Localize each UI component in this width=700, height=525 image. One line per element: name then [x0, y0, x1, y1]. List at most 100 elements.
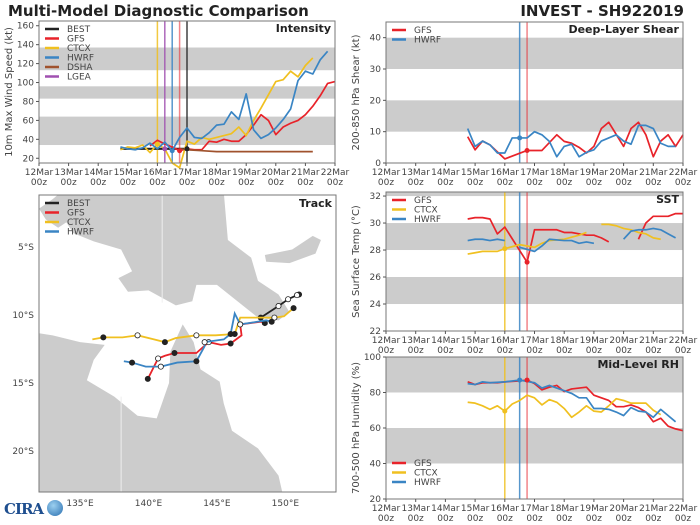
x-tick-label: 14Mar	[431, 168, 460, 178]
legend-label-gfs: GFS	[414, 196, 432, 206]
x-tick-label: 00z	[467, 514, 483, 524]
panel-title: Mid-Level RH	[597, 358, 679, 371]
cira-logo: CIRA	[4, 500, 64, 518]
x-tick-label: 00z	[586, 514, 602, 524]
x-tick-label: 00z	[675, 514, 691, 524]
x-tick-label: 00z	[149, 178, 165, 188]
x-tick-label: 00z	[645, 514, 661, 524]
x-tick-label: 00z	[526, 346, 542, 356]
y-axis-label: 200-850 hPa Shear (kt)	[351, 34, 362, 150]
x-tick-label: 12Mar	[372, 504, 401, 514]
x-tick-label: 22Mar	[321, 168, 350, 178]
track-point-hwrf	[227, 330, 234, 337]
x-tick-label: 13Mar	[401, 168, 430, 178]
y-tick-label: 100	[364, 353, 381, 363]
legend-label-hwrf: HWRF	[67, 228, 94, 238]
y-tick-label: 30	[370, 219, 382, 229]
track-line-ctcx	[92, 307, 295, 344]
series-line-hwrf	[466, 124, 676, 158]
legend-label-dsha: DSHA	[67, 63, 93, 73]
x-tick-label: 15Mar	[114, 168, 143, 178]
x-tick-label: 18Mar	[550, 168, 579, 178]
panel-title: Track	[299, 197, 333, 210]
legend-label-ctcx: CTCX	[414, 206, 438, 216]
series-line-ctcx	[467, 231, 587, 255]
y-axis-label: 10m Max Wind Speed (kt)	[4, 27, 15, 157]
y-tick-label: 22	[370, 327, 381, 337]
storm-id: INVEST - SH922019	[520, 2, 684, 20]
x-tick-label: 15Mar	[461, 504, 490, 514]
y-tick-label: 80	[23, 97, 35, 107]
x-tick-label: 16Mar	[143, 168, 172, 178]
x-tick-label: 14Mar	[431, 336, 460, 346]
x-tick-label: 00z	[616, 346, 632, 356]
lon-tick-label: 145°E	[203, 499, 231, 509]
x-tick-label: 00z	[437, 178, 453, 188]
shaded-band	[386, 37, 683, 69]
x-tick-label: 13Mar	[401, 504, 430, 514]
init-marker-hwrf	[517, 135, 523, 141]
y-tick-label: 24	[370, 300, 382, 310]
x-tick-label: 18Mar	[550, 336, 579, 346]
lat-tick-label: 20°S	[12, 447, 34, 457]
landmass-new-britain	[264, 235, 321, 264]
init-marker-best	[184, 146, 190, 152]
x-tick-label: 17Mar	[520, 504, 549, 514]
lat-tick-label: 5°S	[18, 243, 34, 253]
x-tick-label: 00z	[467, 346, 483, 356]
x-tick-label: 16Mar	[491, 336, 520, 346]
x-tick-label: 00z	[586, 178, 602, 188]
shaded-band	[386, 277, 683, 305]
init-marker-gfs	[524, 147, 530, 153]
y-tick-label: 20	[370, 96, 382, 106]
x-tick-label: 19Mar	[580, 168, 609, 178]
lon-tick-label: 140°E	[135, 499, 163, 509]
x-tick-label: 00z	[268, 178, 284, 188]
track-point-ctcx	[290, 305, 297, 312]
track-point-ctcx	[271, 314, 278, 321]
track-panel: 135°E 140°E 145°E 150°E 5°S 10°S 15°S 20°S Track…	[12, 194, 337, 509]
panel-title: Deep-Layer Shear	[568, 23, 679, 36]
x-tick-label: 00z	[616, 178, 632, 188]
y-tick-label: 40	[23, 135, 35, 145]
shaded-band	[386, 223, 683, 251]
legend-label-ctcx: CTCX	[67, 44, 91, 54]
series-line-hwrf	[467, 379, 677, 423]
y-tick-label: 40	[370, 34, 382, 44]
legend-label-gfs: GFS	[67, 35, 85, 45]
x-tick-label: 00z	[408, 178, 424, 188]
shaded-band	[386, 192, 683, 197]
y-tick-label: 160	[17, 22, 34, 32]
shaded-band	[386, 357, 683, 393]
x-tick-label: 00z	[497, 514, 513, 524]
legend-label-hwrf: HWRF	[67, 54, 94, 64]
legend-label-ctcx: CTCX	[414, 469, 438, 479]
x-tick-label: 14Mar	[84, 168, 113, 178]
y-tick-label: 32	[370, 192, 381, 202]
lat-tick-label: 10°S	[12, 311, 34, 321]
y-tick-label: 28	[370, 246, 382, 256]
x-tick-label: 00z	[378, 178, 394, 188]
track-point-gfs	[155, 355, 162, 362]
x-tick-label: 00z	[526, 514, 542, 524]
page-title: Multi-Model Diagnostic Comparison	[8, 2, 309, 20]
track-point-hwrf	[193, 358, 200, 365]
x-tick-label: 00z	[437, 514, 453, 524]
track-point-ctcx	[161, 339, 168, 346]
track-point-best	[293, 292, 300, 299]
x-tick-label: 00z	[31, 178, 47, 188]
track-point-gfs	[144, 375, 151, 382]
x-tick-label: 15Mar	[461, 168, 490, 178]
lon-tick-label: 135°E	[66, 499, 94, 509]
y-tick-label: 60	[23, 116, 35, 126]
lat-tick-label: 15°S	[12, 379, 34, 389]
x-tick-label: 00z	[437, 346, 453, 356]
x-tick-label: 21Mar	[639, 336, 668, 346]
series-line-ctcx	[467, 394, 662, 419]
x-tick-label: 19Mar	[580, 504, 609, 514]
track-point-hwrf	[237, 321, 244, 328]
legend-label-lgea: LGEA	[67, 73, 92, 83]
lon-tick-label: 150°E	[272, 499, 300, 509]
y-tick-label: 80	[370, 389, 382, 399]
x-tick-label: 20Mar	[609, 336, 638, 346]
